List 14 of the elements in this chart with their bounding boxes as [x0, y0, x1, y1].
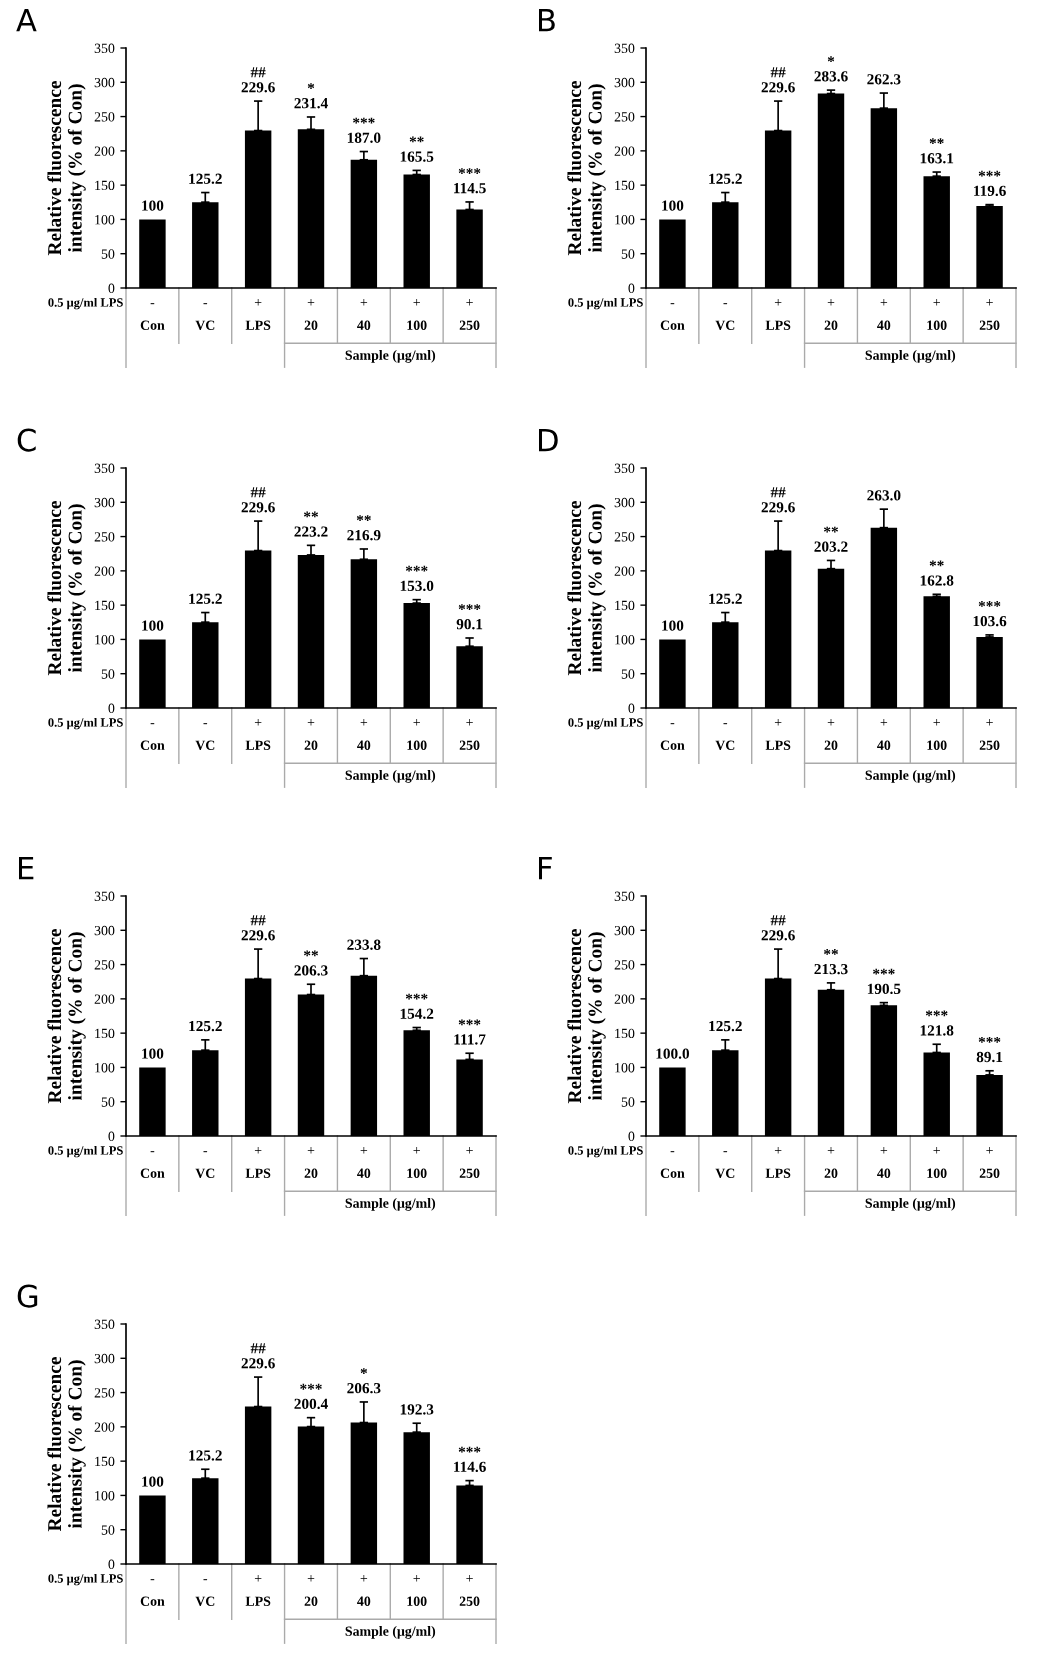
- chart-title: F: [539, 856, 552, 880]
- y-axis-title: Relative fluorescence intensity (% of Con): [47, 80, 86, 256]
- y-axis-title: Relative fluorescence intensity (% of Con): [47, 928, 86, 1104]
- y-axis-title: Relative fluorescence intensity (% of Con): [47, 1356, 86, 1532]
- chart-title: A: [16, 8, 37, 32]
- chart-title: B: [539, 8, 555, 32]
- chart-title: D: [539, 428, 558, 452]
- y-axis-title: Relative fluorescence intensity (% of Con): [567, 500, 606, 676]
- chart-title: G: [17, 1284, 38, 1308]
- chart-title: C: [17, 428, 36, 452]
- chart-title: E: [19, 856, 34, 880]
- y-axis-title: Relative fluorescence intensity (% of Con): [567, 928, 606, 1104]
- y-axis-title: Relative fluorescence intensity (% of Con): [567, 80, 606, 256]
- y-axis-title: Relative fluorescence intensity (% of Con): [47, 500, 86, 676]
